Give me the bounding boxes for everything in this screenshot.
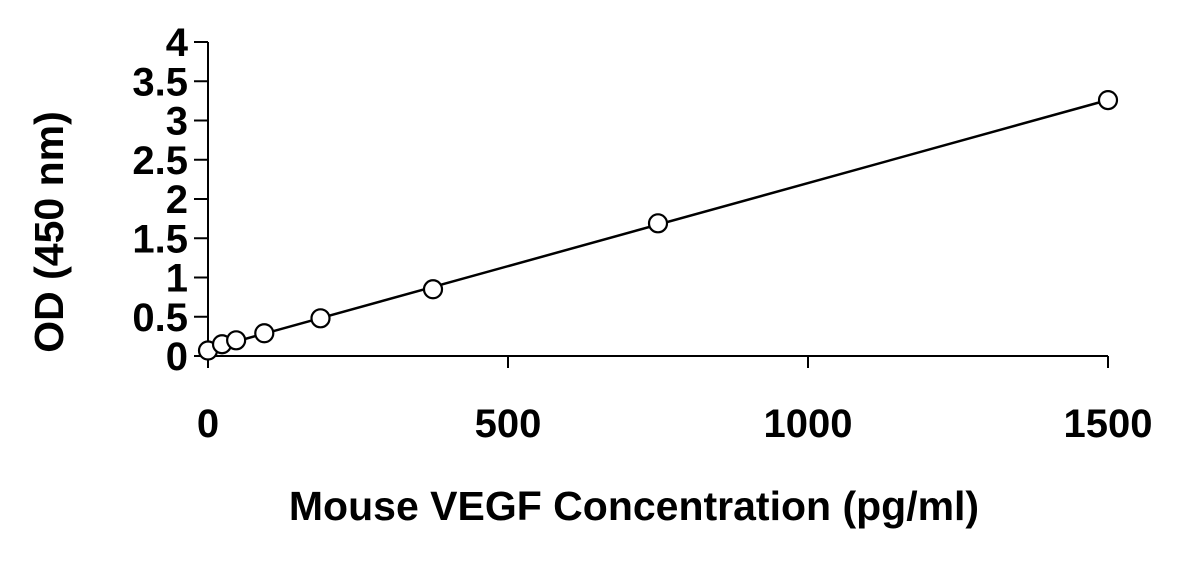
y-tick-label: 3.5	[132, 60, 188, 104]
data-point	[226, 330, 247, 351]
y-tick-label: 2	[166, 178, 188, 222]
data-point	[1097, 89, 1119, 111]
y-tick-label: 3	[166, 100, 188, 144]
y-tick-label: 4	[166, 21, 189, 65]
x-axis-title: Mouse VEGF Concentration (pg/ml)	[289, 483, 979, 529]
y-axis-title: OD (450 nm)	[26, 111, 72, 353]
axes: 00.511.522.533.540 500 1000 1500	[132, 21, 1152, 446]
y-tick-label: 1.5	[132, 217, 188, 261]
data-point	[647, 213, 669, 234]
data-points	[197, 89, 1119, 361]
data-point	[422, 279, 444, 300]
y-tick-label: 1	[166, 257, 188, 301]
data-point	[310, 308, 331, 329]
y-tick-label: 0.5	[132, 296, 188, 340]
x-tick-label: 1500	[1064, 402, 1153, 446]
data-point	[254, 323, 275, 344]
x-tick-label: 500	[475, 402, 542, 446]
x-tick-label: 1000	[764, 402, 853, 446]
x-tick-label: 0	[197, 402, 219, 446]
y-tick-label: 2.5	[132, 139, 188, 183]
y-tick-label: 0	[166, 335, 188, 379]
